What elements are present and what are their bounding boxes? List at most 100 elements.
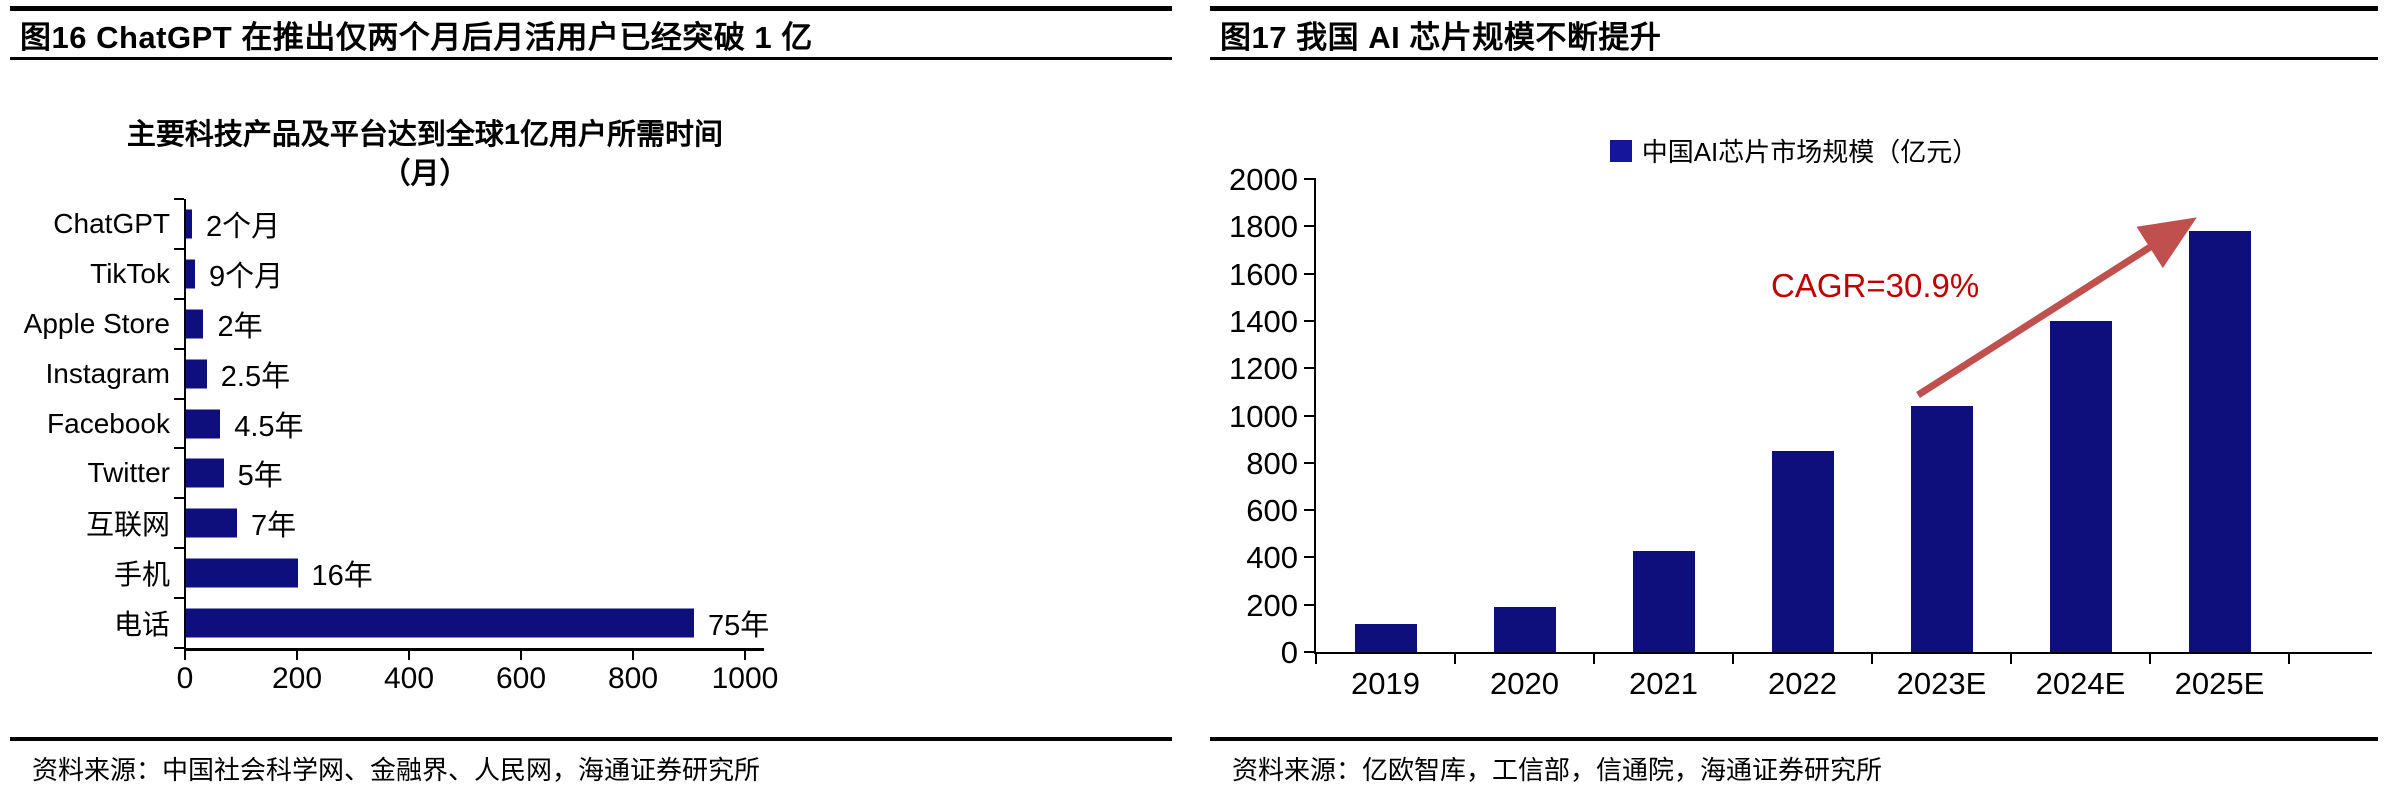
- x-axis-tick: [1732, 654, 1734, 664]
- value-label: 75年: [708, 610, 770, 643]
- y-axis-tick: [174, 347, 184, 350]
- y-axis-tick: [1304, 603, 1316, 606]
- subtitle-line1: 主要科技产品及平台达到全球1亿用户所需时间: [126, 119, 724, 151]
- category-label: 手机: [113, 559, 170, 591]
- bar-row: ChatGPT 2个月: [20, 199, 1165, 249]
- y-axis-tick: [1304, 509, 1316, 512]
- x-axis-tick: [1454, 654, 1456, 664]
- bar-track: 9个月: [184, 249, 1165, 299]
- bar-row: Apple Store 2年: [20, 299, 1165, 349]
- y-tick-label: 600: [1246, 493, 1298, 529]
- legend-swatch: [1609, 139, 1632, 162]
- figure17-panel: 图17 我国 AI 芯片规模不断提升 中国AI芯片市场规模（亿元） CAGR=3…: [1210, 6, 2378, 790]
- bar-row: Instagram 2.5年: [20, 349, 1165, 399]
- bar: [1910, 406, 1973, 652]
- x-axis-tick: [1871, 654, 1873, 664]
- y-axis-tick: [1304, 556, 1316, 559]
- figure16-title: 图16 ChatGPT 在推出仅两个月后月活用户已经突破 1 亿: [20, 19, 813, 55]
- y-tick-label: 1200: [1229, 351, 1298, 387]
- figure17-source: 资料来源：亿欧智库，工信部，信通院，海通证券研究所: [1210, 737, 2378, 787]
- y-tick-label: 1400: [1229, 303, 1298, 339]
- x-tick-label: 2025E: [2174, 666, 2265, 701]
- category-label: Instagram: [45, 357, 171, 389]
- y-axis-tick: [1304, 651, 1316, 653]
- x-axis-tick: [1315, 654, 1317, 664]
- x-tick-label: 2021: [1629, 666, 1698, 701]
- y-axis-tick: [174, 497, 184, 500]
- x-axis-tick: [632, 651, 634, 660]
- x-axis-tick: [408, 651, 410, 660]
- y-axis-tick: [174, 247, 184, 250]
- x-tick-label: 0: [176, 662, 194, 695]
- y-tick-label: 1000: [1229, 398, 1298, 434]
- x-tick-label: 2023E: [1896, 666, 1987, 701]
- x-axis-tick: [520, 651, 522, 660]
- y-tick-label: 1600: [1229, 256, 1298, 292]
- figure16-source: 资料来源：中国社会科学网、金融界、人民网，海通证券研究所: [10, 737, 1172, 787]
- y-tick-label: 0: [1280, 635, 1298, 670]
- figure16-panel: 图16 ChatGPT 在推出仅两个月后月活用户已经突破 1 亿 主要科技产品及…: [10, 6, 1172, 790]
- x-axis-tick: [2149, 654, 2151, 664]
- x-tick-label: 1000: [711, 662, 779, 695]
- x-axis-tick: [744, 651, 746, 660]
- x-axis-tick: [296, 651, 298, 660]
- y-axis-tick: [174, 647, 184, 649]
- figure17-header: 图17 我国 AI 芯片规模不断提升: [1210, 6, 2378, 60]
- bar-row: Twitter 5年: [20, 448, 1165, 498]
- y-axis-tick: [174, 597, 184, 600]
- bar: [2049, 320, 2112, 652]
- figure17-chart: 中国AI芯片市场规模（亿元） CAGR=30.9% 0 200 400 600 800 1…: [1210, 60, 2378, 737]
- bar: [1632, 551, 1695, 652]
- bar: [186, 608, 694, 638]
- value-label: 2.5年: [220, 360, 291, 393]
- bar: [186, 458, 224, 488]
- bar-track: 2.5年: [184, 349, 1165, 399]
- y-axis-tick: [174, 547, 184, 550]
- category-label: Twitter: [87, 457, 170, 489]
- y-axis-tick: [1304, 225, 1316, 228]
- x-axis-tick: [2288, 654, 2290, 664]
- value-label: 16年: [311, 560, 373, 593]
- bar: [186, 508, 238, 538]
- value-label: 9个月: [209, 260, 284, 293]
- category-label: 电话: [113, 609, 170, 641]
- bar-row: Facebook 4.5年: [20, 399, 1165, 449]
- category-label: ChatGPT: [53, 207, 170, 239]
- x-tick-label: 2024E: [2035, 666, 2126, 701]
- y-tick-label: 2000: [1229, 162, 1298, 197]
- bar-row: 手机 16年: [20, 548, 1165, 598]
- bar-track: 16年: [184, 548, 1165, 598]
- bar: [186, 409, 221, 438]
- y-axis-tick: [174, 447, 184, 450]
- x-tick-label: 2019: [1351, 666, 1420, 701]
- hbar-plot-area: ChatGPT 2个月 TikTok 9个月 Apple Store 2年 Instagra…: [20, 198, 1165, 695]
- y-axis-tick: [174, 397, 184, 400]
- category-label: Facebook: [47, 407, 170, 439]
- category-label: TikTok: [90, 257, 170, 289]
- x-tick-label: 2022: [1768, 666, 1837, 701]
- figure17-title: 图17 我国 AI 芯片规模不断提升: [1220, 19, 1662, 55]
- y-axis-tick: [1304, 319, 1316, 322]
- bar-track: 5年: [184, 448, 1165, 498]
- bar-track: 4.5年: [184, 399, 1165, 449]
- x-axis-tick: [2010, 654, 2012, 664]
- x-axis-line: [184, 648, 764, 651]
- value-label: 4.5年: [234, 410, 304, 443]
- y-tick-label: 800: [1246, 445, 1298, 481]
- y-axis-tick: [1304, 461, 1316, 464]
- value-label: 7年: [251, 510, 297, 543]
- x-tick-label: 600: [495, 662, 547, 695]
- bar-track: 2个月: [184, 199, 1165, 249]
- bar: [186, 309, 204, 339]
- bar: [1354, 623, 1417, 652]
- bar: [186, 259, 196, 289]
- y-axis-tick: [174, 198, 184, 200]
- x-tick-label: 2020: [1490, 666, 1559, 701]
- bar-track: 7年: [184, 498, 1165, 548]
- bar-row: 互联网 7年: [20, 498, 1165, 548]
- x-tick-label: 200: [271, 662, 323, 695]
- cagr-annotation: CAGR=30.9%: [1771, 267, 1980, 304]
- bar: [186, 558, 298, 588]
- bar-row: TikTok 9个月: [20, 249, 1165, 299]
